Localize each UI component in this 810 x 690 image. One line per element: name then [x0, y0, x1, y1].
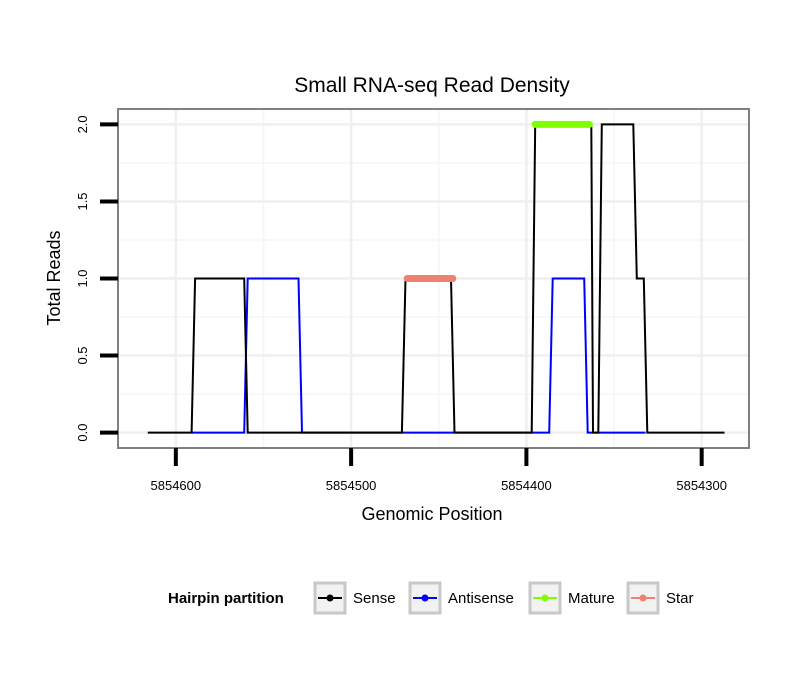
legend-key-point: [541, 594, 549, 602]
legend: Hairpin partition Sense Antisense Mature Sta…: [168, 581, 694, 615]
y-tick-label: 1.0: [75, 269, 90, 287]
y-axis: 0.0 0.5 1.0 1.5 2.0: [75, 115, 118, 442]
legend-item-sense: Sense: [313, 581, 396, 615]
x-tick-label: 5854600: [151, 478, 202, 493]
legend-label: Sense: [353, 590, 396, 607]
legend-item-star: Star: [626, 581, 694, 615]
x-tick-label: 5854300: [676, 478, 727, 493]
legend-key-point: [326, 594, 334, 602]
series-line-sense: [147, 123, 725, 434]
x-tick-label: 5854400: [501, 478, 552, 493]
legend-item-antisense: Antisense: [408, 581, 514, 615]
y-axis-title: Total Reads: [44, 230, 64, 325]
x-axis: 5854600 5854500 5854400 5854300: [151, 448, 727, 493]
legend-key-point: [639, 594, 647, 602]
legend-label: Antisense: [448, 590, 514, 607]
legend-key-point: [421, 594, 429, 602]
chart-title: Small RNA-seq Read Density: [294, 74, 570, 97]
y-tick-label: 0.0: [75, 424, 90, 442]
y-tick-label: 2.0: [75, 115, 90, 133]
legend-label: Star: [666, 590, 694, 607]
x-tick-label: 5854500: [326, 478, 377, 493]
x-axis-title: Genomic Position: [361, 504, 502, 524]
y-tick-label: 0.5: [75, 346, 90, 364]
legend-label: Mature: [568, 590, 615, 607]
y-tick-label: 1.5: [75, 192, 90, 210]
legend-title: Hairpin partition: [168, 590, 284, 607]
series-layer: [147, 120, 725, 434]
legend-item-mature: Mature: [528, 581, 615, 615]
